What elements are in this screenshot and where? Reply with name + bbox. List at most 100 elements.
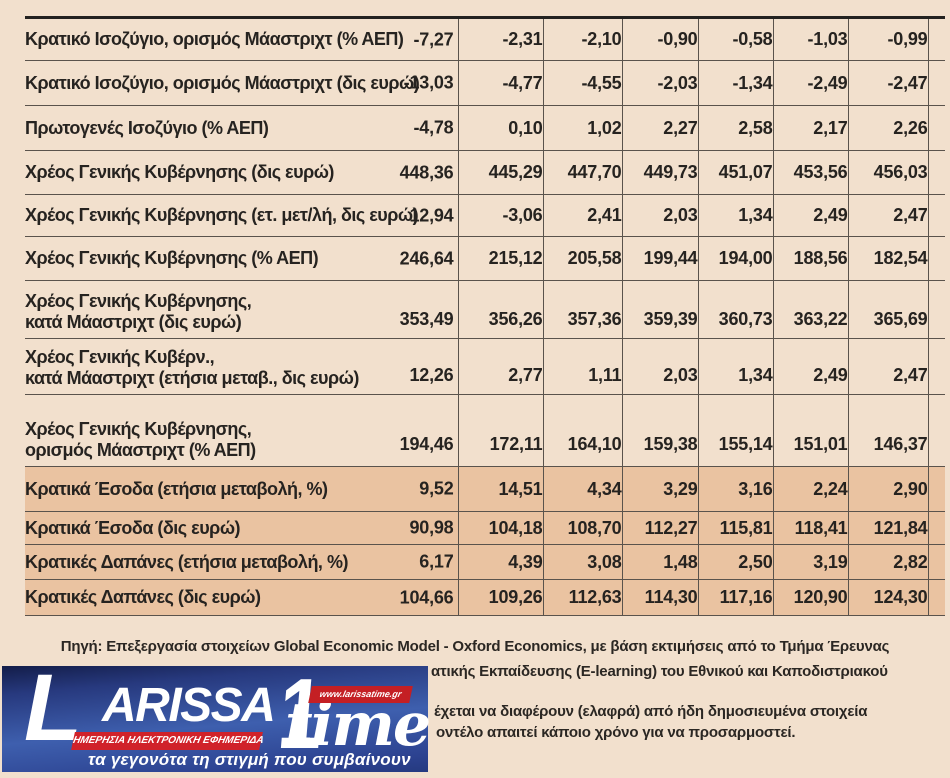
cell-value: 14,51 [457, 466, 543, 512]
cell-value: 2,17 [772, 105, 848, 151]
cell-value: 2,47 [847, 194, 928, 237]
cell-value: -2,10 [542, 17, 622, 61]
cell-value: -0,99 [847, 17, 928, 61]
cell-value: 1,11 [542, 338, 622, 395]
cell-value: 2,90 [847, 466, 928, 512]
table-row: Κρατικό Ισοζύγιο, ορισμός Μάαστριχτ (% Α… [25, 17, 945, 61]
cell-value: 356,26 [457, 280, 543, 339]
row-filler [927, 338, 945, 395]
cell-value: 155,14 [697, 394, 773, 467]
logo-url-banner[interactable]: www.larissatime.gr [308, 686, 413, 703]
cell-value: 205,58 [542, 236, 622, 281]
cell-value: 2,49 [772, 338, 848, 395]
cell-value: 448,36 [399, 162, 454, 182]
cell-value: 2,77 [457, 338, 543, 395]
cell-value: -1,34 [697, 60, 773, 106]
cell-value: 121,84 [847, 511, 928, 545]
cell-value: 182,54 [847, 236, 928, 281]
cell-value: -3,06 [457, 194, 543, 237]
row-label-cell: Κρατικό Ισοζύγιο, ορισμός Μάαστριχτ (% Α… [25, 18, 458, 61]
row-label: Χρέος Γενικής Κυβέρνησης (ετ. μετ/λή, δι… [25, 205, 419, 225]
row-filler [927, 60, 945, 106]
row-label-cell: Χρέος Γενικής Κυβέρνησης, κατά Μάαστριχτ … [25, 281, 458, 339]
cell-value: 12,26 [409, 365, 454, 385]
cell-value: 108,70 [542, 511, 622, 545]
row-label: Πρωτογενές Ισοζύγιο (% ΑΕΠ) [25, 117, 269, 138]
cell-value: 246,64 [399, 248, 454, 268]
cell-value: 3,29 [621, 466, 698, 512]
source-line-3: έχεται να διαφέρουν (ελαφρά) από ήδη δημ… [434, 703, 868, 720]
larissatime-logo[interactable]: L ARISSA 1 time www.larissatime.gr ΗΜΕΡΗ… [2, 658, 431, 772]
economic-data-table: Κρατικό Ισοζύγιο, ορισμός Μάαστριχτ (% Α… [25, 16, 945, 616]
row-label-cell: Χρέος Γενικής Κυβέρν., κατά Μάαστριχτ (ετ… [25, 339, 458, 395]
cell-value: -2,03 [621, 60, 698, 106]
cell-value: -4,77 [457, 60, 543, 106]
cell-value: 159,38 [621, 394, 698, 467]
table-row: Χρέος Γενικής Κυβέρνησης, κατά Μάαστριχτ … [25, 280, 945, 339]
cell-value: 194,00 [697, 236, 773, 281]
cell-value: 2,03 [621, 338, 698, 395]
row-filler [927, 544, 945, 580]
row-label: Κρατικό Ισοζύγιο, ορισμός Μάαστριχτ (% Α… [25, 29, 404, 49]
cell-value: 151,01 [772, 394, 848, 467]
table-row: Κρατικά Έσοδα (ετήσια μεταβολή, %) 9,52 14… [25, 466, 945, 512]
logo-wordmark-arissa: ARISSA [102, 679, 276, 732]
cell-value: 112,27 [621, 511, 698, 545]
cell-value: -2,31 [457, 17, 543, 61]
row-label-cell: Κρατικές Δαπάνες (ετήσια μεταβολή, %) 6,1… [25, 545, 458, 580]
table-row: Χρέος Γενικής Κυβέρνησης (% ΑΕΠ) 246,64 21… [25, 236, 945, 281]
cell-value: 12,94 [409, 205, 454, 225]
source-line-2: ατικής Εκπαίδευσης (E-learning) του Εθνι… [431, 663, 888, 680]
cell-value: 104,66 [399, 587, 454, 607]
row-filler [927, 579, 945, 616]
row-label-cell: Κρατικά Έσοδα (δις ευρώ) 90,98 [25, 512, 458, 545]
cell-value: -0,90 [621, 17, 698, 61]
cell-value: -1,03 [772, 17, 848, 61]
cell-value: 2,03 [621, 194, 698, 237]
cell-value: -13,03 [403, 72, 454, 93]
cell-value: 1,34 [697, 194, 773, 237]
cell-value: 2,27 [621, 105, 698, 151]
logo-subtitle-ribbon: ΗΜΕΡΗΣΙΑ ΗΛΕΚΤΡΟΝΙΚΗ ΕΦΗΜΕΡΙΔΑ [71, 732, 265, 750]
cell-value: 104,18 [457, 511, 543, 545]
cell-value: 2,24 [772, 466, 848, 512]
source-line-4: οντέλο απαιτεί κάποιο χρόνο για να προσα… [436, 724, 796, 741]
cell-value: -2,47 [847, 60, 928, 106]
cell-value: 2,47 [847, 338, 928, 395]
row-label: Χρέος Γενικής Κυβέρνησης, ορισμός Μάαστρι… [25, 419, 256, 460]
logo-tagline: τα γεγονότα τη στιγμή που συμβαίνουν [88, 750, 411, 769]
cell-value: 194,46 [399, 434, 454, 454]
row-label: Κρατικές Δαπάνες (δις ευρώ) [25, 587, 261, 607]
logo-wordmark-time: time [285, 690, 431, 760]
row-label: Χρέος Γενικής Κυβέρν., κατά Μάαστριχτ (ετ… [25, 347, 359, 388]
table-row: Κρατικές Δαπάνες (ετήσια μεταβολή, %) 6,1… [25, 544, 945, 580]
row-label: Κρατικά Έσοδα (δις ευρώ) [25, 517, 241, 538]
row-filler [927, 105, 945, 151]
row-label-cell: Κρατικά Έσοδα (ετήσια μεταβολή, %) 9,52 [25, 467, 458, 512]
table-body: Κρατικό Ισοζύγιο, ορισμός Μάαστριχτ (% Α… [25, 17, 945, 616]
cell-value: 120,90 [772, 579, 848, 616]
cell-value: 1,48 [621, 544, 698, 580]
cell-value: 2,49 [772, 194, 848, 237]
cell-value: 353,49 [399, 309, 454, 329]
row-label: Χρέος Γενικής Κυβέρνησης (δις ευρώ) [25, 162, 334, 182]
cell-value: 357,36 [542, 280, 622, 339]
cell-value: 447,70 [542, 150, 622, 195]
row-label: Κρατικές Δαπάνες (ετήσια μεταβολή, %) [25, 551, 348, 572]
cell-value: -4,78 [413, 117, 454, 138]
table-row: Κρατικά Έσοδα (δις ευρώ) 90,98 104,18 108,7… [25, 511, 945, 545]
cell-value: 164,10 [542, 394, 622, 467]
row-filler [927, 236, 945, 281]
row-label-cell: Χρέος Γενικής Κυβέρνησης (δις ευρώ) 448,3… [25, 151, 458, 195]
row-label: Κρατικό Ισοζύγιο, ορισμός Μάαστριχτ (δις… [25, 72, 420, 93]
cell-value: 1,34 [697, 338, 773, 395]
cell-value: 360,73 [697, 280, 773, 339]
row-label-cell: Κρατικό Ισοζύγιο, ορισμός Μάαστριχτ (δις… [25, 61, 458, 106]
cell-value: 117,16 [697, 579, 773, 616]
row-filler [927, 17, 945, 61]
cell-value: 445,29 [457, 150, 543, 195]
cell-value: -7,27 [413, 29, 454, 49]
row-label-cell: Πρωτογενές Ισοζύγιο (% ΑΕΠ) -4,78 [25, 106, 458, 151]
row-filler [927, 150, 945, 195]
